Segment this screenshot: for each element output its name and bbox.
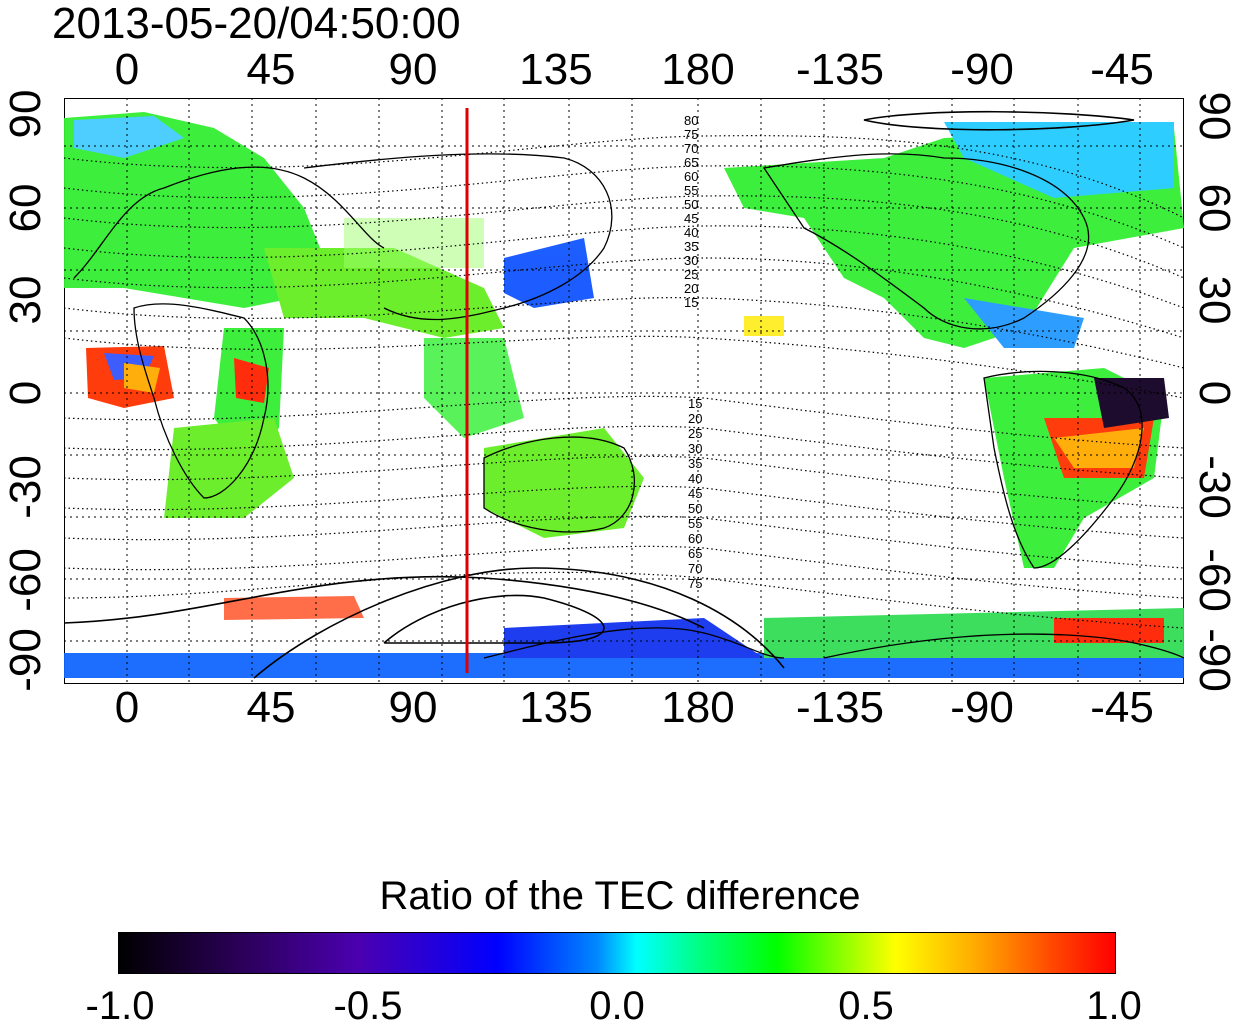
contour-label: 15 <box>684 295 699 310</box>
contour-label: 50 <box>688 501 703 516</box>
colorbar-gradient <box>118 932 1116 974</box>
top-lon-tick: 135 <box>519 45 593 94</box>
contour-label: 45 <box>684 211 699 226</box>
left-lat-tick: -60 <box>1 548 50 612</box>
colorbar-tick: -0.5 <box>333 984 403 1028</box>
contour-label: 70 <box>684 141 699 156</box>
colorbar-tick: -1.0 <box>85 984 155 1028</box>
coastlines <box>73 153 1184 659</box>
contour-label: 65 <box>688 546 703 561</box>
contour-label: 55 <box>684 183 699 198</box>
bottom-lon-tick: 135 <box>519 683 593 732</box>
magnetic-latitude-contours <box>64 135 1184 629</box>
contour-label: 75 <box>688 576 703 591</box>
right-lat-tick: 0 <box>1190 380 1239 406</box>
contour-labels-north: 80 75 70 65 60 55 50 45 40 35 30 25 20 1… <box>684 114 698 310</box>
left-lat-tick: -90 <box>1 628 50 692</box>
contour-label: 45 <box>688 486 703 501</box>
contour-label: 65 <box>684 155 699 170</box>
contour-label: 35 <box>684 239 699 254</box>
contour-label: 30 <box>684 253 699 268</box>
contour-labels-south: 15 20 25 30 35 40 45 50 55 60 65 70 75 <box>688 396 702 591</box>
contour-label: 25 <box>684 267 699 282</box>
left-lat-tick: 90 <box>1 89 50 139</box>
contour-label: 60 <box>688 531 703 546</box>
contour-label: 50 <box>684 197 699 212</box>
top-lon-tick: -90 <box>950 45 1014 94</box>
colorbar-title: Ratio of the TEC difference <box>379 874 861 918</box>
tec-ratio-map <box>64 98 1184 684</box>
bottom-lon-tick: -135 <box>795 683 885 732</box>
contour-label: 55 <box>688 516 703 531</box>
left-lat-tick: 30 <box>1 275 50 325</box>
antarctic-band <box>64 653 1184 678</box>
bottom-lon-tick: 0 <box>114 683 140 732</box>
right-lat-tick: -30 <box>1190 455 1239 519</box>
bottom-lon-tick: 45 <box>246 683 296 732</box>
contour-label: 35 <box>688 456 703 471</box>
contour-label: 20 <box>688 411 703 426</box>
top-lon-tick: 0 <box>114 45 140 94</box>
top-lon-tick: -135 <box>795 45 885 94</box>
right-lat-tick: 90 <box>1190 91 1239 141</box>
colorbar-tick: 0.5 <box>838 984 894 1028</box>
timestamp-title: 2013-05-20/04:50:00 <box>52 0 461 48</box>
right-lat-tick: -60 <box>1190 548 1239 612</box>
right-lat-tick: -90 <box>1190 628 1239 692</box>
contour-label: 40 <box>684 225 699 240</box>
contour-label: 20 <box>684 281 699 296</box>
contour-label: 80 <box>684 113 699 128</box>
right-lat-tick: 30 <box>1190 275 1239 325</box>
contour-label: 70 <box>688 561 703 576</box>
top-lon-tick: -45 <box>1090 45 1154 94</box>
contour-label: 30 <box>688 441 703 456</box>
contour-label: 25 <box>688 426 703 441</box>
south-atlantic-depletion <box>1094 378 1169 428</box>
colorbar-tick: 0.0 <box>589 984 645 1028</box>
auroral-contours <box>64 110 1135 679</box>
top-lon-tick: 90 <box>388 45 438 94</box>
bottom-lon-tick: -45 <box>1090 683 1154 732</box>
europe-data <box>64 112 324 308</box>
bottom-lon-tick: 180 <box>661 683 735 732</box>
colorbar-tick: 1.0 <box>1086 984 1142 1028</box>
top-lon-tick: 180 <box>661 45 735 94</box>
contour-label: 40 <box>688 471 703 486</box>
top-lon-tick: 45 <box>246 45 296 94</box>
left-lat-tick: 60 <box>1 183 50 233</box>
bottom-lon-tick: 90 <box>388 683 438 732</box>
bottom-lon-tick: -90 <box>950 683 1014 732</box>
contour-label: 15 <box>688 396 703 411</box>
right-lat-tick: 60 <box>1190 183 1239 233</box>
left-lat-tick: -30 <box>1 455 50 519</box>
southern-africa-data <box>164 418 294 518</box>
contour-label: 75 <box>684 127 699 142</box>
left-lat-tick: 0 <box>1 380 50 406</box>
japan-depletion <box>504 238 594 308</box>
contour-label: 60 <box>684 169 699 184</box>
